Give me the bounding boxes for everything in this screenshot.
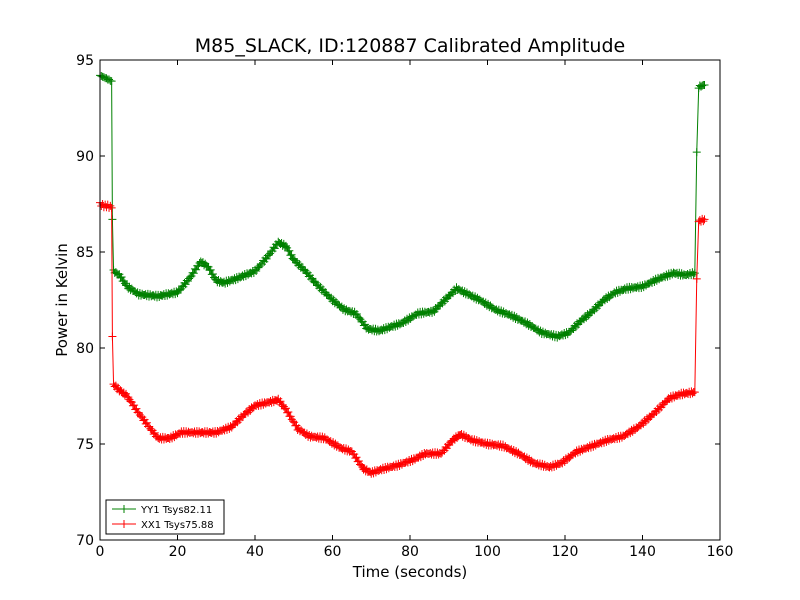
y-axis-label: Power in Kelvin bbox=[53, 243, 71, 357]
x-tick-label: 120 bbox=[552, 544, 579, 560]
y-tick-label: 85 bbox=[76, 245, 94, 261]
x-tick-label: 60 bbox=[324, 544, 342, 560]
x-tick-label: 0 bbox=[96, 544, 105, 560]
x-tick-label: 40 bbox=[246, 544, 264, 560]
x-tick-label: 80 bbox=[401, 544, 419, 560]
legend-box bbox=[105, 499, 225, 535]
legend-label: YY1 Tsys82.11 bbox=[140, 505, 212, 516]
legend-label: XX1 Tsys75.88 bbox=[141, 520, 214, 531]
y-tick-label: 70 bbox=[76, 533, 94, 549]
legend: YY1 Tsys82.11 XX1 Tsys75.88 bbox=[105, 499, 225, 535]
x-tick-label: 140 bbox=[629, 544, 656, 560]
y-tick-label: 75 bbox=[76, 437, 94, 453]
x-axis-label: Time (seconds) bbox=[352, 563, 468, 581]
x-tick-label: 100 bbox=[474, 544, 501, 560]
chart-title: M85_SLACK, ID:120887 Calibrated Amplitud… bbox=[195, 35, 625, 57]
x-axis: 0 20 40 60 80 100 120 140 160 bbox=[96, 60, 734, 560]
series-layer bbox=[96, 71, 709, 478]
y-tick-label: 80 bbox=[76, 341, 94, 357]
y-tick-label: 90 bbox=[76, 149, 94, 165]
y-axis: 70 75 80 85 90 95 bbox=[76, 53, 720, 549]
x-tick-label: 20 bbox=[169, 544, 187, 560]
series-1 bbox=[96, 198, 709, 478]
legend-marker bbox=[120, 505, 128, 513]
legend-marker bbox=[120, 520, 128, 528]
x-tick-label: 160 bbox=[707, 544, 734, 560]
y-tick-label: 95 bbox=[76, 53, 94, 69]
